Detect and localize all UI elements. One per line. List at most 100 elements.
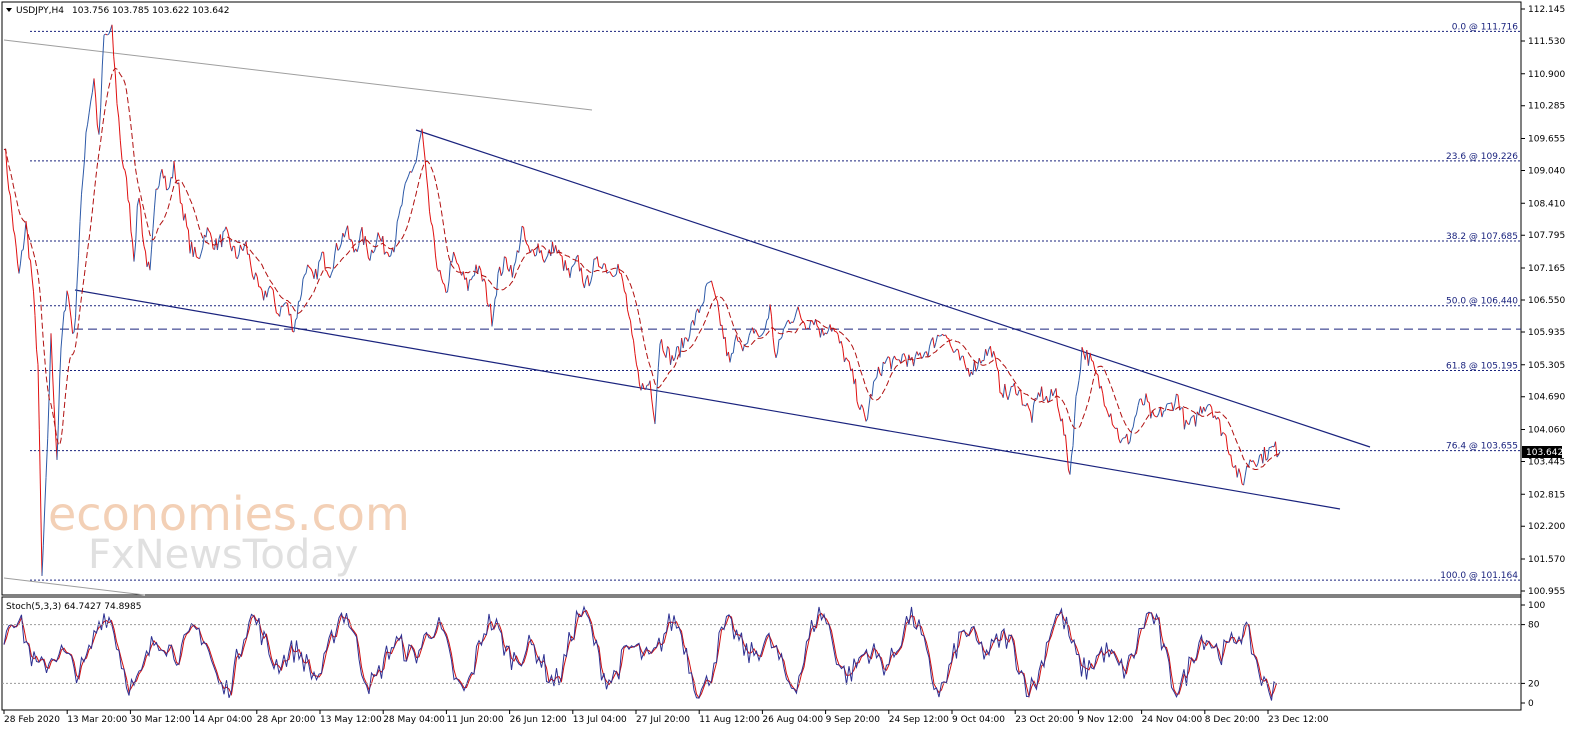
price-tick-label: 111.530: [1528, 37, 1565, 47]
price-segment: [266, 289, 269, 298]
price-segment: [972, 360, 975, 375]
price-segment: [911, 357, 915, 367]
price-segment: [755, 329, 758, 334]
price-segment: [28, 257, 31, 261]
price-segment: [1107, 412, 1110, 418]
price-segment: [856, 401, 859, 407]
price-segment: [259, 286, 263, 291]
price-segment: [385, 251, 388, 254]
price-segment: [843, 357, 847, 363]
price-segment: [1270, 445, 1273, 448]
price-segment: [721, 325, 725, 339]
price-segment: [429, 211, 432, 223]
price-segment: [1204, 406, 1208, 412]
price-segment: [432, 226, 435, 238]
price-segment: [711, 280, 714, 288]
price-segment: [715, 298, 718, 302]
price-segment: [37, 364, 40, 430]
price-segment: [302, 275, 305, 280]
price-segment: [791, 321, 794, 323]
descending-support-line: [74, 289, 1341, 510]
price-segment: [1255, 463, 1259, 468]
price-segment: [427, 190, 430, 212]
price-segment: [1224, 433, 1227, 436]
price-segment: [169, 177, 172, 188]
price-segment: [805, 327, 808, 330]
price-segment: [1134, 414, 1137, 418]
price-segment: [887, 356, 890, 359]
price-segment: [800, 318, 804, 323]
price-segment: [861, 404, 864, 409]
price-segment: [442, 282, 445, 285]
price-segment: [732, 341, 736, 354]
price-segment: [851, 368, 855, 385]
price-segment: [439, 270, 442, 279]
price-segment: [279, 306, 282, 317]
watermark-fxnewstoday: FxNewsToday: [88, 532, 358, 578]
price-segment: [472, 275, 475, 277]
fib-level-label: 76.4 @ 103.655: [1446, 442, 1518, 452]
price-segment: [681, 338, 684, 349]
price-segment: [447, 280, 450, 292]
price-segment: [1199, 406, 1203, 414]
stoch-main-line: [3, 605, 1277, 701]
price-segment: [454, 256, 458, 264]
price-segment: [906, 354, 910, 367]
price-segment: [93, 78, 97, 98]
price-segment: [937, 334, 940, 337]
price-segment: [75, 283, 78, 318]
price-segment: [299, 293, 302, 302]
price-segment: [435, 255, 438, 269]
price-segment: [967, 368, 971, 377]
price-segment: [453, 251, 456, 258]
price-segment: [537, 243, 541, 254]
price-segment: [1031, 404, 1035, 423]
price-segment: [940, 333, 943, 337]
price-segment: [27, 234, 30, 259]
price-segment: [369, 249, 373, 261]
price-segment: [417, 142, 420, 154]
price-segment: [780, 336, 783, 340]
price-segment: [1188, 418, 1192, 425]
price-segment: [1017, 389, 1020, 396]
price-segment: [527, 245, 531, 253]
dropdown-triangle-icon[interactable]: [6, 8, 12, 12]
price-segment: [916, 351, 919, 356]
price-segment: [331, 269, 334, 274]
price-segment: [242, 244, 246, 251]
price-tick-label: 109.655: [1528, 135, 1565, 145]
price-segment: [451, 251, 455, 263]
price-segment: [633, 340, 636, 354]
price-segment: [657, 343, 661, 368]
price-segment: [1055, 388, 1059, 407]
price-segment: [1195, 411, 1198, 427]
price-segment: [645, 384, 648, 390]
price-segment: [285, 302, 288, 304]
price-segment: [540, 250, 544, 259]
price-segment: [932, 337, 935, 349]
price-segment: [534, 254, 537, 257]
price-tick-label: 109.040: [1528, 166, 1565, 176]
price-segment: [580, 267, 584, 283]
price-segment: [364, 236, 368, 248]
price-segment: [884, 359, 887, 364]
price-segment: [1004, 383, 1007, 395]
price-segment: [1052, 392, 1055, 397]
price-segment: [689, 323, 692, 337]
price-segment: [956, 348, 959, 351]
price-segment: [398, 207, 401, 216]
price-segment: [415, 153, 418, 163]
price-segment: [763, 328, 766, 333]
price-segment: [282, 303, 285, 307]
price-segment: [202, 234, 205, 248]
price-segment: [194, 246, 197, 257]
price-segment: [775, 352, 778, 359]
price-segment: [545, 255, 549, 260]
price-segment: [986, 349, 990, 356]
price-tick-label: 107.795: [1528, 231, 1565, 241]
price-segment: [1111, 424, 1115, 428]
price-segment: [900, 354, 903, 364]
price-series: [3, 24, 1281, 576]
price-segment: [1036, 392, 1039, 400]
price-segment: [390, 247, 393, 256]
